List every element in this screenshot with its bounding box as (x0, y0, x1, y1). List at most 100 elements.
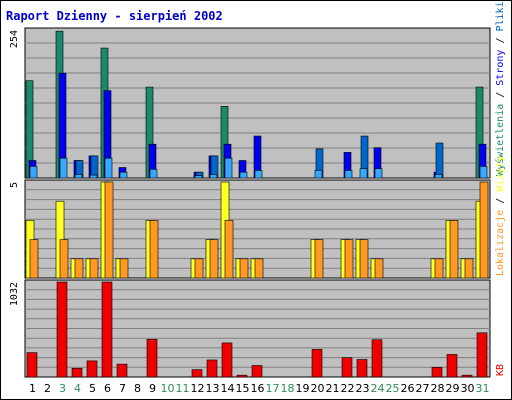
bar-trafienia (359, 168, 368, 179)
legend-separator: / (495, 86, 506, 104)
x-tick-label: 28 (431, 382, 445, 395)
x-tick-label: 2 (44, 382, 51, 395)
panel-top: 254 (9, 27, 491, 179)
x-tick-label: 5 (89, 382, 96, 395)
bar-trafienia (89, 174, 98, 179)
chart-panels: 254 5 1032 (9, 27, 491, 378)
bar-kb (311, 349, 323, 378)
bar-trafienia (479, 166, 488, 179)
bar-kb (71, 367, 83, 378)
x-tick-label: 11 (176, 382, 190, 395)
x-tick-label: 18 (281, 382, 295, 395)
legend-entry: Wizyty (495, 156, 506, 192)
bar-trafienia (194, 175, 203, 179)
bar-wizyty (239, 258, 249, 279)
bar-trafienia (29, 166, 38, 179)
bar-trafienia (209, 174, 218, 179)
x-tick-label: 14 (221, 382, 235, 395)
legends: Wyświetlenia / Strony / Pliki / Wywołani… (494, 0, 506, 376)
bar-kb (236, 374, 248, 378)
bar-wizyty (89, 258, 99, 279)
x-tick-label: 24 (371, 382, 385, 395)
legend: Wyświetlenia / Strony / Pliki / Wywołani… (494, 0, 506, 176)
bar-kb (56, 281, 68, 378)
legend-entry: Lokalizacje (495, 210, 506, 276)
y-max-label: 254 (9, 30, 20, 48)
legend-entry: Pliki (495, 1, 506, 31)
bar-wizyty (194, 258, 204, 279)
panel-bottom: 1032 (9, 279, 491, 378)
bar-wizyty (374, 258, 384, 279)
legend: KB (495, 364, 506, 376)
legend-entry: KB (495, 364, 506, 376)
x-tick-label: 22 (341, 382, 355, 395)
x-tick-label: 15 (236, 382, 250, 395)
bar-kb (341, 357, 353, 378)
legend: Lokalizacje / Wizyty (495, 156, 506, 276)
x-tick-label: 27 (416, 382, 430, 395)
x-tick-label: 20 (311, 382, 325, 395)
y-max-label: 5 (9, 182, 20, 188)
x-tick-label: 10 (161, 382, 175, 395)
bar-kb (191, 369, 203, 378)
bar-wizyty (59, 239, 69, 279)
panel-middle: 5 (9, 179, 491, 279)
bar-kb (251, 365, 263, 378)
x-tick-label: 17 (266, 382, 280, 395)
bar-kb (476, 332, 488, 378)
bar-trafienia (224, 157, 233, 179)
bar-kb (431, 367, 443, 378)
bar-wizyty (314, 239, 324, 279)
legend-entry: Strony (495, 50, 506, 86)
bar-kb (446, 354, 458, 378)
x-tick-labels: 1 2 3 4 5 6 7 8 9 10 11 12 13 14 15 16 17 18 19 20 21 22 23 24 2… (29, 382, 490, 395)
x-tick-label: 26 (401, 382, 415, 395)
bar-trafienia (434, 174, 443, 179)
bar-kb (356, 359, 368, 378)
bar-wizyty (149, 220, 159, 279)
legend-separator: / (495, 0, 506, 1)
bar-kb (221, 342, 233, 378)
legend-entry: Wyświetlenia (494, 104, 506, 176)
bar-kb (86, 360, 98, 378)
bar-wizyty (224, 220, 234, 279)
legend-separator: / (495, 192, 506, 210)
bar-trafienia (254, 170, 263, 179)
legend-separator: / (495, 32, 506, 50)
x-tick-label: 13 (206, 382, 220, 395)
bar-trafienia (314, 170, 323, 179)
x-tick-label: 19 (296, 382, 310, 395)
x-tick-label: 25 (386, 382, 400, 395)
bar-wizyty (74, 258, 84, 279)
bar-wizyty (104, 181, 114, 279)
chart-title: Raport Dzienny - sierpień 2002 (6, 9, 223, 23)
x-tick-label: 7 (119, 382, 126, 395)
x-tick-label: 31 (476, 382, 490, 395)
x-tick-label: 23 (356, 382, 370, 395)
bar-kb (101, 281, 113, 378)
bar-wizyty (434, 258, 444, 279)
bar-kb (146, 338, 158, 378)
bar-trafienia (119, 171, 128, 179)
bar-trafienia (74, 174, 83, 179)
bar-wizyty (254, 258, 264, 279)
bar-kb (371, 339, 383, 378)
bar-kb (206, 359, 218, 378)
x-tick-label: 4 (74, 382, 81, 395)
bar-trafienia (59, 157, 68, 179)
bar-wizyty (359, 239, 369, 279)
bar-trafienia (104, 157, 113, 179)
x-tick-label: 16 (251, 382, 265, 395)
bar-wizyty (344, 239, 354, 279)
x-tick-label: 12 (191, 382, 205, 395)
x-tick-label: 6 (104, 382, 111, 395)
bar-kb (116, 363, 128, 378)
bar-pliki (435, 142, 444, 179)
bar-wizyty (119, 258, 129, 279)
bar-trafienia (239, 171, 248, 179)
y-max-label: 1032 (9, 282, 20, 306)
bar-kb (461, 374, 473, 378)
x-tick-label: 30 (461, 382, 475, 395)
bar-wizyty (464, 258, 474, 279)
